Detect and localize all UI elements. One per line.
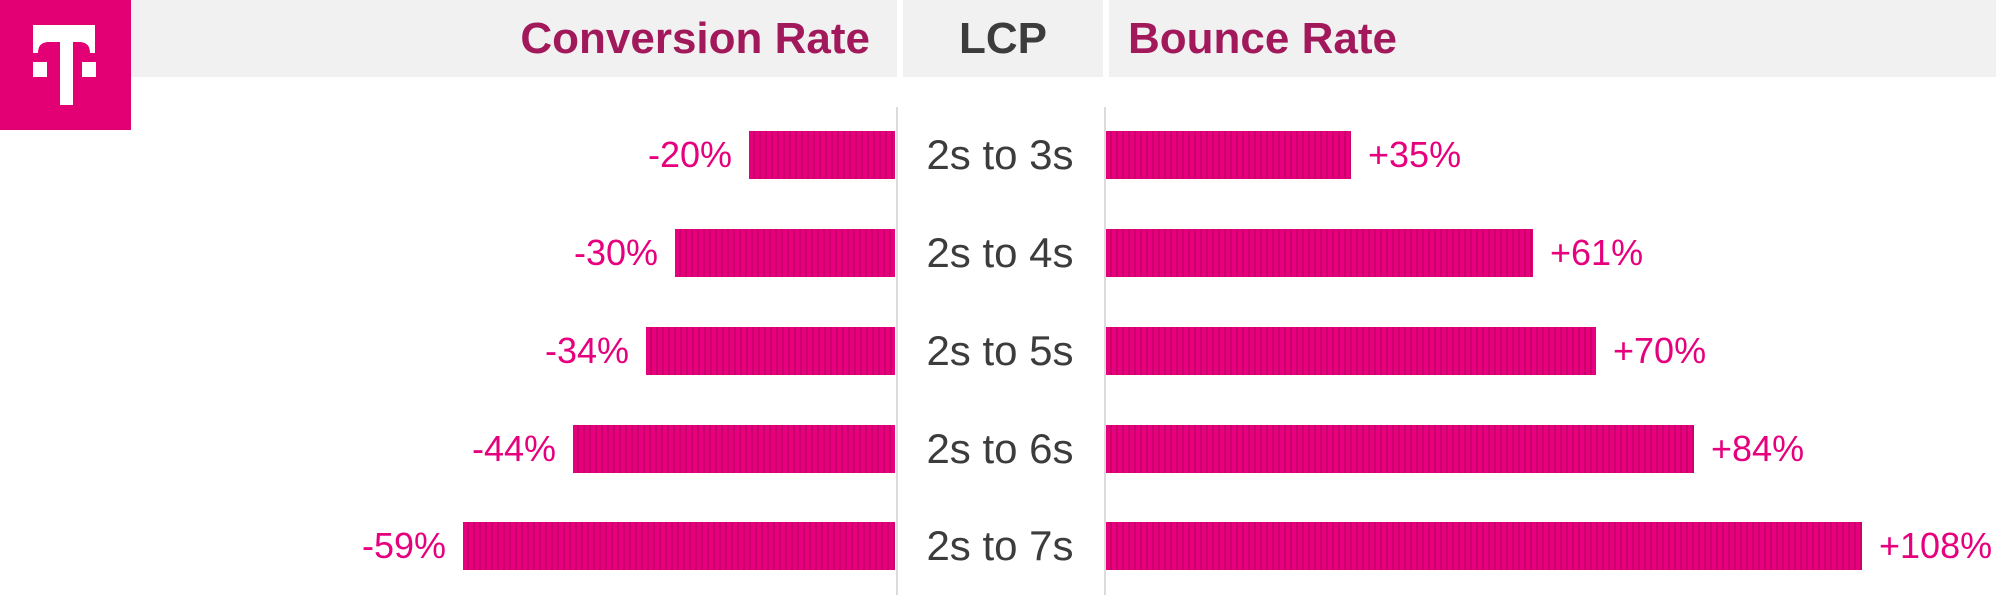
bounce-rate-column-header: Bounce Rate bbox=[1128, 14, 1397, 63]
header-band: Conversion Rate LCP Bounce Rate bbox=[0, 0, 1996, 77]
conversion-rate-value-label: -34% bbox=[544, 330, 629, 371]
bounce-chart-axis bbox=[1104, 107, 1106, 595]
bounce-rate-bar bbox=[1106, 229, 1533, 277]
conversion-rate-value-label: -30% bbox=[573, 232, 658, 273]
conversion-rate-column-header: Conversion Rate bbox=[520, 14, 870, 63]
bounce-rate-value-label: +35% bbox=[1368, 134, 1462, 175]
lcp-range-label: 2s to 5s bbox=[926, 327, 1074, 374]
conversion-rate-bar bbox=[749, 131, 895, 179]
telekom-t-icon bbox=[33, 25, 96, 105]
conversion-rate-value-label: -59% bbox=[361, 525, 446, 566]
lcp-range-label: 2s to 3s bbox=[926, 131, 1074, 178]
conversion-chart-axis bbox=[896, 107, 898, 595]
telekom-logo bbox=[0, 0, 131, 130]
bounce-rate-value-label: +61% bbox=[1550, 232, 1644, 273]
conversion-rate-bar bbox=[675, 229, 895, 277]
conversion-rate-value-label: -44% bbox=[471, 428, 556, 469]
conversion-rate-bar bbox=[573, 425, 895, 473]
bounce-rate-bar bbox=[1106, 425, 1694, 473]
conversion-rate-bar bbox=[646, 327, 895, 375]
lcp-column-header: LCP bbox=[959, 14, 1047, 63]
bounce-rate-bar bbox=[1106, 522, 1862, 570]
conversion-rate-bar bbox=[463, 522, 895, 570]
bounce-rate-value-label: +108% bbox=[1879, 525, 1993, 566]
lcp-range-label: 2s to 7s bbox=[926, 522, 1074, 569]
header-separator bbox=[1103, 0, 1109, 77]
lcp-range-label: 2s to 6s bbox=[926, 425, 1074, 472]
lcp-range-label: 2s to 4s bbox=[926, 229, 1074, 276]
bounce-rate-bar bbox=[1106, 327, 1596, 375]
conversion-rate-value-label: -20% bbox=[647, 134, 732, 175]
header-separator bbox=[897, 0, 903, 77]
bounce-rate-bar bbox=[1106, 131, 1351, 179]
bounce-rate-value-label: +70% bbox=[1613, 330, 1707, 371]
bounce-rate-value-label: +84% bbox=[1711, 428, 1805, 469]
